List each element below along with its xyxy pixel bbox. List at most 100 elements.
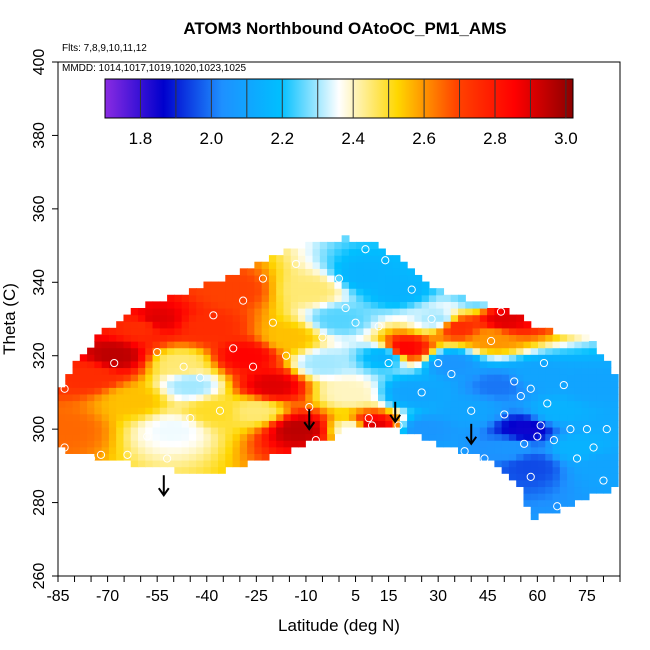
heatmap-cell xyxy=(458,321,466,329)
heatmap-cell xyxy=(116,400,125,408)
heatmap-cell xyxy=(225,400,234,408)
heatmap-cell xyxy=(443,314,452,322)
heatmap-cell xyxy=(545,499,554,507)
heatmap-cell xyxy=(181,420,190,428)
heatmap-cell xyxy=(327,307,335,316)
heatmap-cell xyxy=(378,360,386,369)
heatmap-cell xyxy=(392,347,401,355)
heatmap-cell xyxy=(399,274,408,283)
heatmap-cell xyxy=(385,327,394,336)
heatmap-cell xyxy=(363,367,372,375)
heatmap-cell xyxy=(356,248,365,256)
heatmap-cell xyxy=(101,387,110,395)
heatmap-cell xyxy=(327,268,335,276)
heatmap-cell xyxy=(58,393,66,402)
heatmap-cell xyxy=(552,486,561,494)
heatmap-cell xyxy=(552,400,561,408)
heatmap-cell xyxy=(334,241,343,250)
heatmap-cell xyxy=(305,393,314,402)
heatmap-cell xyxy=(559,426,568,435)
heatmap-cell xyxy=(203,288,212,296)
heatmap-cell xyxy=(152,307,161,316)
heatmap-cell xyxy=(356,387,365,395)
heatmap-cell xyxy=(538,334,546,342)
heatmap-cell xyxy=(261,274,270,283)
colorbar-ticks: 1.8 2.0 2.2 2.4 2.6 2.8 3.0 xyxy=(129,79,578,148)
heatmap-cell xyxy=(407,281,415,289)
heatmap-cell xyxy=(181,387,190,395)
heatmap-cell xyxy=(574,334,583,342)
heatmap-cell xyxy=(385,307,394,316)
heatmap-cell xyxy=(254,426,263,435)
heatmap-cell xyxy=(283,440,292,448)
heatmap-cell xyxy=(523,413,532,421)
heatmap-cell xyxy=(385,255,394,263)
heatmap-cell xyxy=(414,374,423,382)
heatmap-cell xyxy=(232,440,241,448)
heatmap-cell xyxy=(72,387,81,395)
heatmap-cell xyxy=(538,479,546,488)
heatmap-cell xyxy=(436,367,445,375)
heatmap-cell xyxy=(188,327,197,336)
heatmap-cell xyxy=(312,354,321,362)
heatmap-cell xyxy=(501,420,510,428)
heatmap-cell xyxy=(567,420,575,428)
heatmap-cell xyxy=(348,374,357,382)
heatmap-cell xyxy=(523,499,532,507)
heatmap-cell xyxy=(210,360,219,369)
heatmap-cell xyxy=(210,387,219,395)
heatmap-cell xyxy=(479,374,488,382)
heatmap-cell xyxy=(312,327,321,336)
heatmap-cell xyxy=(181,294,190,302)
heatmap-cell xyxy=(559,420,568,428)
heatmap-cell xyxy=(123,321,132,329)
heatmap-cell xyxy=(210,453,219,461)
heatmap-cell xyxy=(428,347,437,355)
heatmap-cell xyxy=(443,294,452,302)
heatmap-cell xyxy=(341,407,350,415)
sample-point xyxy=(520,439,529,448)
heatmap-cell xyxy=(290,327,299,336)
heatmap-cell xyxy=(305,281,314,289)
sample-point xyxy=(539,358,549,368)
heatmap-cell xyxy=(574,459,583,468)
heatmap-cell xyxy=(567,380,575,388)
heatmap-cell xyxy=(232,426,241,435)
heatmap-cell xyxy=(428,426,437,435)
heatmap-cell xyxy=(559,473,568,481)
heatmap-cell xyxy=(298,426,306,435)
heatmap-cell xyxy=(458,341,466,349)
heatmap-cell xyxy=(392,255,401,263)
heatmap-cell xyxy=(501,380,510,388)
heatmap-cell xyxy=(399,314,408,322)
heatmap-cell xyxy=(123,440,132,448)
heatmap-cell xyxy=(334,334,343,342)
heatmap-cell xyxy=(603,446,612,454)
heatmap-cell xyxy=(283,334,292,342)
heatmap-cell xyxy=(319,314,328,322)
heatmap-cell xyxy=(196,354,205,362)
heatmap-cell xyxy=(508,321,517,329)
heatmap-cell xyxy=(225,413,234,421)
heatmap-cell xyxy=(290,255,299,263)
heatmap-cell xyxy=(523,420,532,428)
heatmap-cell xyxy=(334,268,343,276)
heatmap-cell xyxy=(588,341,597,349)
heatmap-cell xyxy=(290,387,299,395)
heatmap-cell xyxy=(181,453,190,461)
heatmap-cell xyxy=(123,400,132,408)
heatmap-cell xyxy=(305,248,314,256)
heatmap-cell xyxy=(65,440,74,448)
heatmap-cell xyxy=(334,301,343,309)
heatmap-cell xyxy=(218,314,226,322)
heatmap-cell xyxy=(508,400,517,408)
heatmap-cell xyxy=(312,347,321,355)
heatmap-cell xyxy=(130,407,139,415)
heatmap-cell xyxy=(94,380,103,388)
heatmap-cell xyxy=(414,420,423,428)
heatmap-cell xyxy=(210,407,219,415)
heatmap-cell xyxy=(123,426,132,435)
heatmap-cell xyxy=(443,420,452,428)
heatmap-cell xyxy=(261,387,270,395)
heatmap-cell xyxy=(94,367,103,375)
